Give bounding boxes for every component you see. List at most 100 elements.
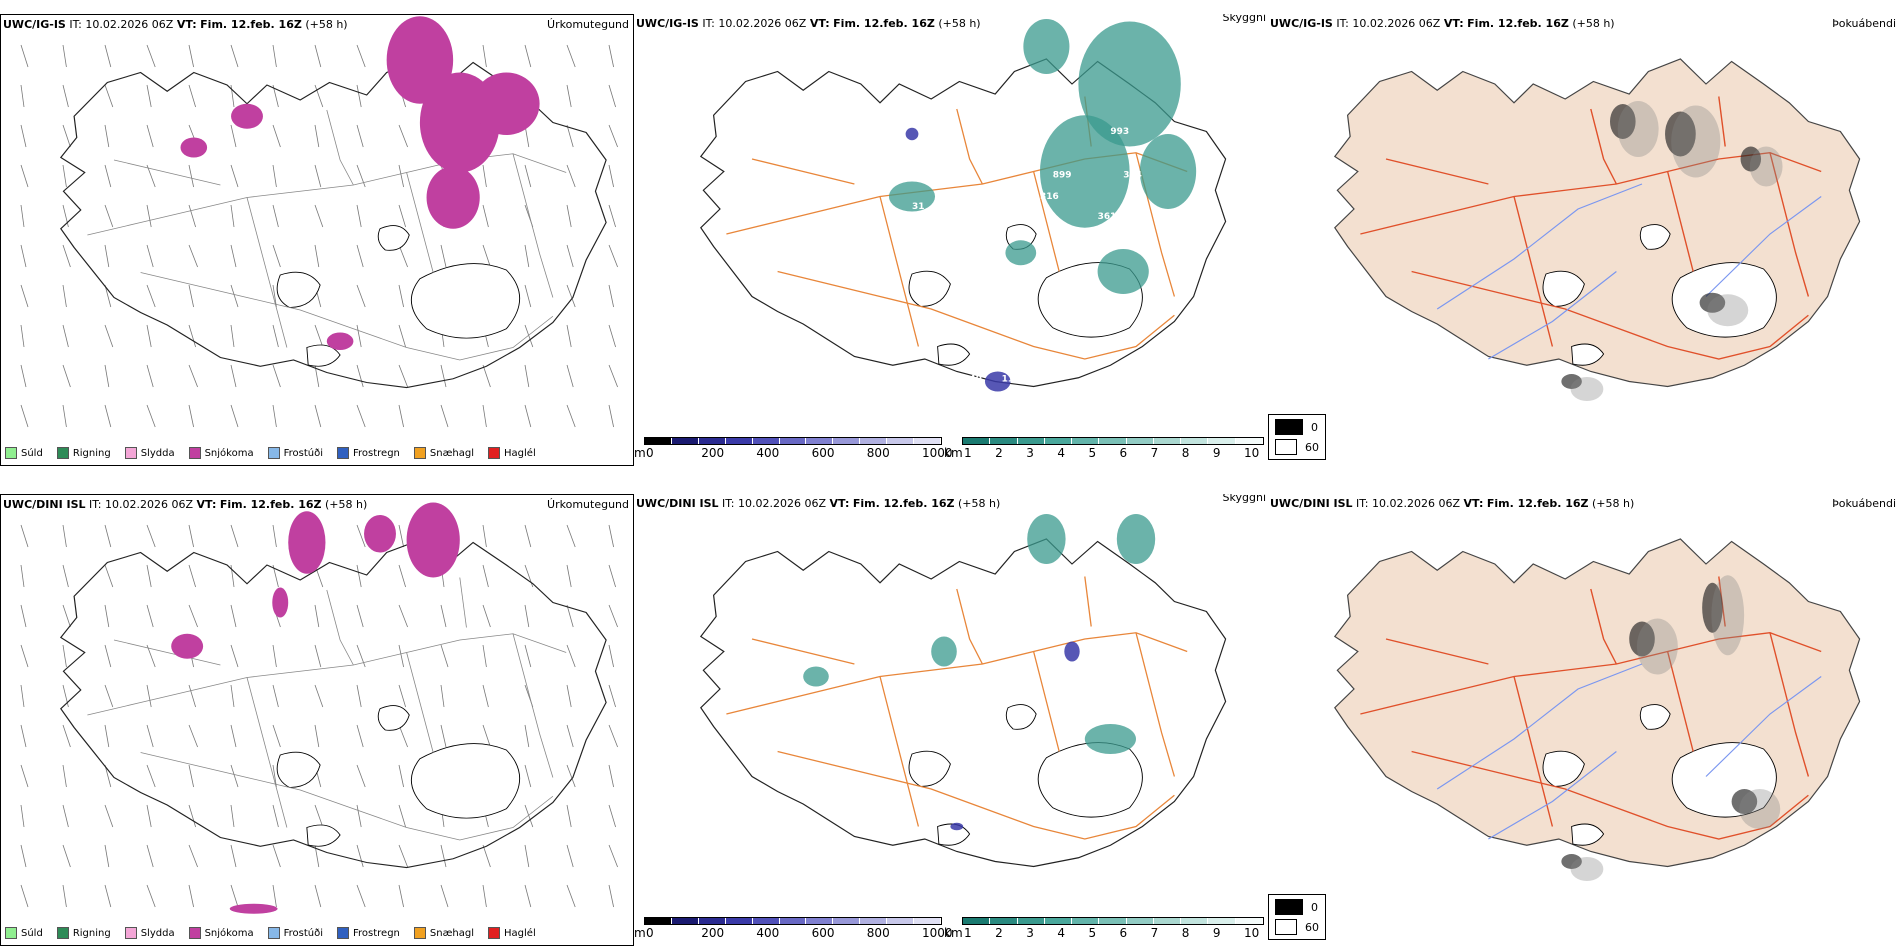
field-blob xyxy=(364,515,396,553)
glacier-outline xyxy=(1639,224,1671,250)
road-line xyxy=(406,172,434,273)
field-blob xyxy=(1570,377,1604,401)
visibility-colorbar: km 1 2 3 4 5 6 7 8 9 10 xyxy=(944,437,1268,465)
legend-item: Haglél xyxy=(488,927,536,939)
legend-label: Haglél xyxy=(504,447,536,459)
field-blob xyxy=(272,587,289,618)
fog-legend-label: 60 xyxy=(1305,440,1319,454)
legend-item: Slydda xyxy=(124,927,175,939)
field-blob xyxy=(1617,101,1659,157)
legend-label: Súld xyxy=(21,927,43,939)
road-line xyxy=(140,752,554,841)
glacier-outline xyxy=(306,344,341,367)
legend-label: Frostúði xyxy=(283,447,323,459)
field-blob xyxy=(905,127,919,141)
road-line xyxy=(751,638,855,665)
road-line xyxy=(879,196,920,347)
colorbar-unit: m xyxy=(634,926,646,940)
colorbar-segment xyxy=(1126,438,1154,444)
colorbar-segment xyxy=(725,438,753,444)
road-line xyxy=(1513,676,1554,827)
precip-map xyxy=(20,502,618,914)
cloud-base-label: 240 xyxy=(963,375,982,385)
colorbar-segment xyxy=(752,918,780,924)
colorbar-tick: 6 xyxy=(1119,446,1128,460)
panel-type: Úrkomutegund xyxy=(547,18,629,31)
legend-label: Slydda xyxy=(140,927,175,939)
colorbar-segment xyxy=(1044,918,1073,924)
road-line xyxy=(1411,270,1809,360)
colorbar-segment xyxy=(1235,438,1263,444)
panel-title: UWC/DINI ISL IT: 10.02.2026 06Z VT: Fim.… xyxy=(3,498,368,511)
colorbar-tick: 5 xyxy=(1088,446,1097,460)
legend-item: Frostúði xyxy=(267,927,323,939)
road-line xyxy=(87,633,567,716)
road-line xyxy=(1666,651,1694,752)
visibility-colorbar: km 1 2 3 4 5 6 7 8 9 10 xyxy=(944,917,1268,945)
field-blob xyxy=(1636,618,1678,675)
legend-label: Snjókoma xyxy=(204,927,254,939)
field-blob xyxy=(229,903,278,914)
legend-item: Rigning xyxy=(56,927,111,939)
road-line xyxy=(1385,158,1489,185)
legend-label: Frostregn xyxy=(353,927,400,939)
colorbar-segment xyxy=(914,438,941,444)
field-blob xyxy=(1671,105,1721,178)
colorbar-segment xyxy=(914,918,941,924)
road-line xyxy=(777,270,1175,360)
colorbar-segment xyxy=(645,438,672,444)
colorbar-segment xyxy=(1153,438,1182,444)
field-blob xyxy=(1699,292,1726,313)
colorbar-tick: 10 xyxy=(1244,926,1260,940)
iceland-outline xyxy=(699,514,1227,868)
fog-legend-label: 60 xyxy=(1305,920,1319,934)
field-blob xyxy=(1711,575,1745,656)
precip-legend: Súld Rigning Slydda Snjókoma Frostúði Frostre… xyxy=(5,447,536,459)
colorbar-segment xyxy=(1017,438,1045,444)
field-blob xyxy=(1665,111,1696,157)
colorbar-segment xyxy=(990,438,1018,444)
colorbar-tick: 8 xyxy=(1181,926,1190,940)
colorbar-unit: m xyxy=(634,446,646,460)
colorbar-tick: 4 xyxy=(1057,926,1065,940)
field-blob xyxy=(1116,514,1156,564)
colorbar-tick: 800 xyxy=(866,446,890,460)
legend-item: Frostúði xyxy=(267,447,323,459)
legend-swatch xyxy=(413,447,426,459)
field-blob xyxy=(1731,789,1758,814)
field-blob xyxy=(1005,240,1037,266)
colorbar-tick: 2 xyxy=(995,926,1003,940)
road-line xyxy=(1360,632,1822,715)
field-blob xyxy=(1040,115,1130,228)
legend-label: Snjókoma xyxy=(204,447,254,459)
colorbar-tick: 1 xyxy=(964,926,972,940)
road-line xyxy=(879,676,920,827)
field-blob xyxy=(171,633,204,659)
cloud-base-colorbar: m 0 200 400 600 800 1000 xyxy=(634,437,953,465)
precip-panel-top: UWC/IG-IS IT: 10.02.2026 06Z VT: Fim. 12… xyxy=(0,14,634,466)
colorbar-segment xyxy=(1181,918,1209,924)
colorbar-segment xyxy=(671,438,699,444)
legend-label: Rigning xyxy=(72,447,111,459)
panel-type: Skyggni xyxy=(1222,494,1266,504)
road-line xyxy=(1769,152,1810,297)
legend-swatch xyxy=(337,447,349,459)
panel-title: UWC/IG-IS IT: 10.02.2026 06Z VT: Fim. 12… xyxy=(3,18,348,31)
precip-panel-bottom: UWC/DINI ISL IT: 10.02.2026 06Z VT: Fim.… xyxy=(0,494,634,946)
cloud-base-colorbar: m 0 200 400 600 800 1000 xyxy=(634,917,953,945)
colorbar-segment xyxy=(671,918,699,924)
colorbar-segment xyxy=(1072,438,1100,444)
cloud-map: 993 899 316 361 324 31 240 114 xyxy=(699,19,1227,392)
field-blob xyxy=(1078,21,1181,147)
colorbar-tick: 4 xyxy=(1057,446,1065,460)
colorbar-tick: 1 xyxy=(964,446,972,460)
iceland-outline xyxy=(1333,58,1861,401)
legend-item: Frostregn xyxy=(337,927,400,939)
fog-legend-swatch xyxy=(1275,899,1303,915)
field-blob xyxy=(473,72,540,135)
field-blob xyxy=(1023,19,1070,74)
legend-label: Frostregn xyxy=(353,447,400,459)
road-line xyxy=(1411,750,1809,840)
colorbar-tick: 400 xyxy=(756,926,780,940)
glacier-outline xyxy=(908,270,951,307)
